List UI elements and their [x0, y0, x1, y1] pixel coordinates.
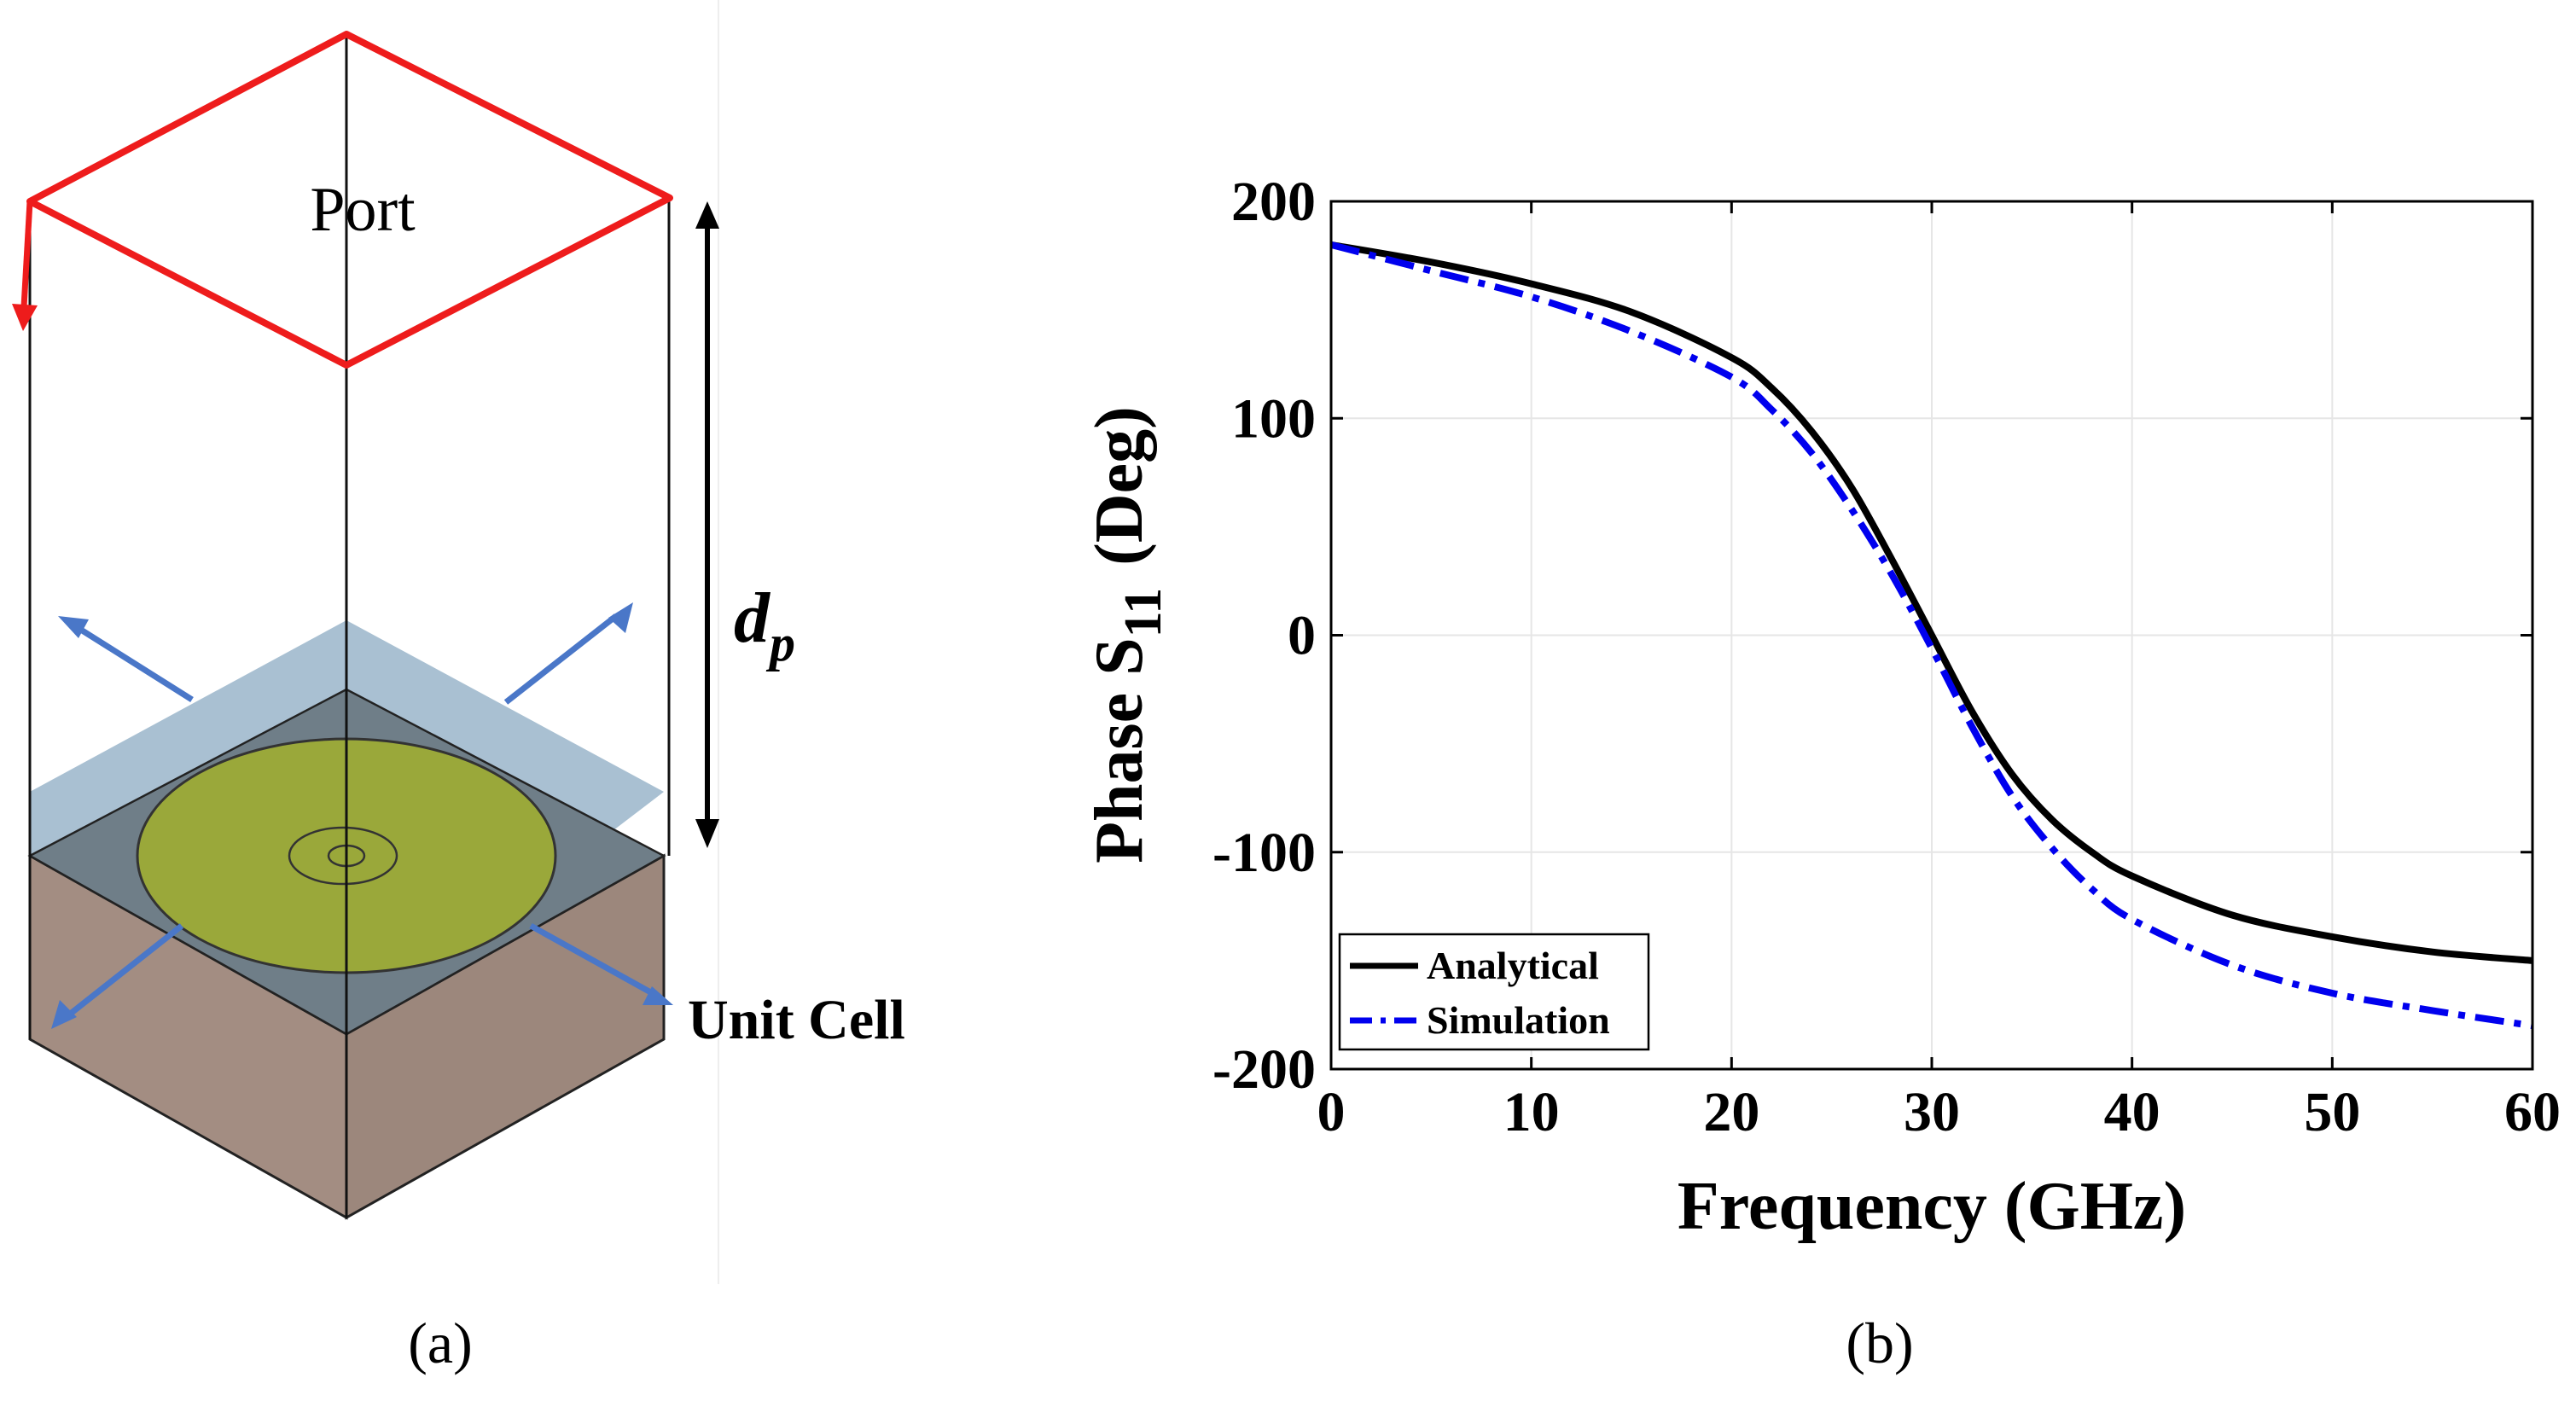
y-tick-labels: -200 -100 0 100 200	[1212, 171, 1316, 1101]
legend-label-analytical: Analytical	[1427, 944, 1599, 987]
series-line-analytical	[1330, 241, 2533, 964]
port-outline	[26, 31, 673, 369]
legend-label-simulation: Simulation	[1427, 998, 1610, 1042]
x-tick-labels: 0 10 20 30 40 50 60	[1317, 1081, 2561, 1143]
x-tick-label: 50	[2304, 1081, 2360, 1143]
phase-chart: 0 10 20 30 40 50 60 -200 -100 0 100 200 Frequency …	[1082, 171, 2561, 1375]
port-polarization-arrow-shaft	[20, 201, 33, 308]
x-axis-label: Frequency (GHz)	[1678, 1169, 2186, 1244]
dp-label: dp	[734, 578, 795, 671]
panel-a-caption: (a)	[408, 1311, 472, 1375]
x-tick-label: 30	[1904, 1081, 1960, 1143]
y-tick-label: 100	[1231, 387, 1316, 450]
unit-cell-diagram: Port dp Unit Cell (a)	[12, 0, 905, 1375]
y-tick-label: 200	[1231, 171, 1316, 233]
periodic-boundary-arrows	[51, 602, 673, 1029]
dp-dimension-arrow	[695, 201, 719, 848]
series-layer	[1330, 241, 2533, 1030]
y-tick-label: -200	[1212, 1038, 1316, 1101]
legend-box	[1338, 933, 1650, 1051]
x-tick-label: 10	[1503, 1081, 1560, 1143]
port-polarization-arrow-head	[12, 304, 38, 331]
panel-b-caption: (b)	[1846, 1311, 1913, 1375]
tick-marks	[1329, 200, 2534, 1071]
y-tick-label: -100	[1212, 822, 1316, 884]
x-tick-label: 0	[1317, 1081, 1346, 1143]
x-tick-label: 60	[2504, 1081, 2561, 1143]
patch-feed-outer-ring	[288, 826, 398, 886]
x-tick-label: 20	[1703, 1081, 1759, 1143]
x-tick-label: 40	[2104, 1081, 2160, 1143]
y-tick-label: 0	[1288, 605, 1316, 667]
port-label: Port	[310, 175, 416, 245]
unit-cell-label: Unit Cell	[688, 989, 905, 1051]
y-axis-label: Phase S11(Deg)	[1082, 406, 1172, 863]
legend: Analytical Simulation	[1338, 933, 1650, 1051]
